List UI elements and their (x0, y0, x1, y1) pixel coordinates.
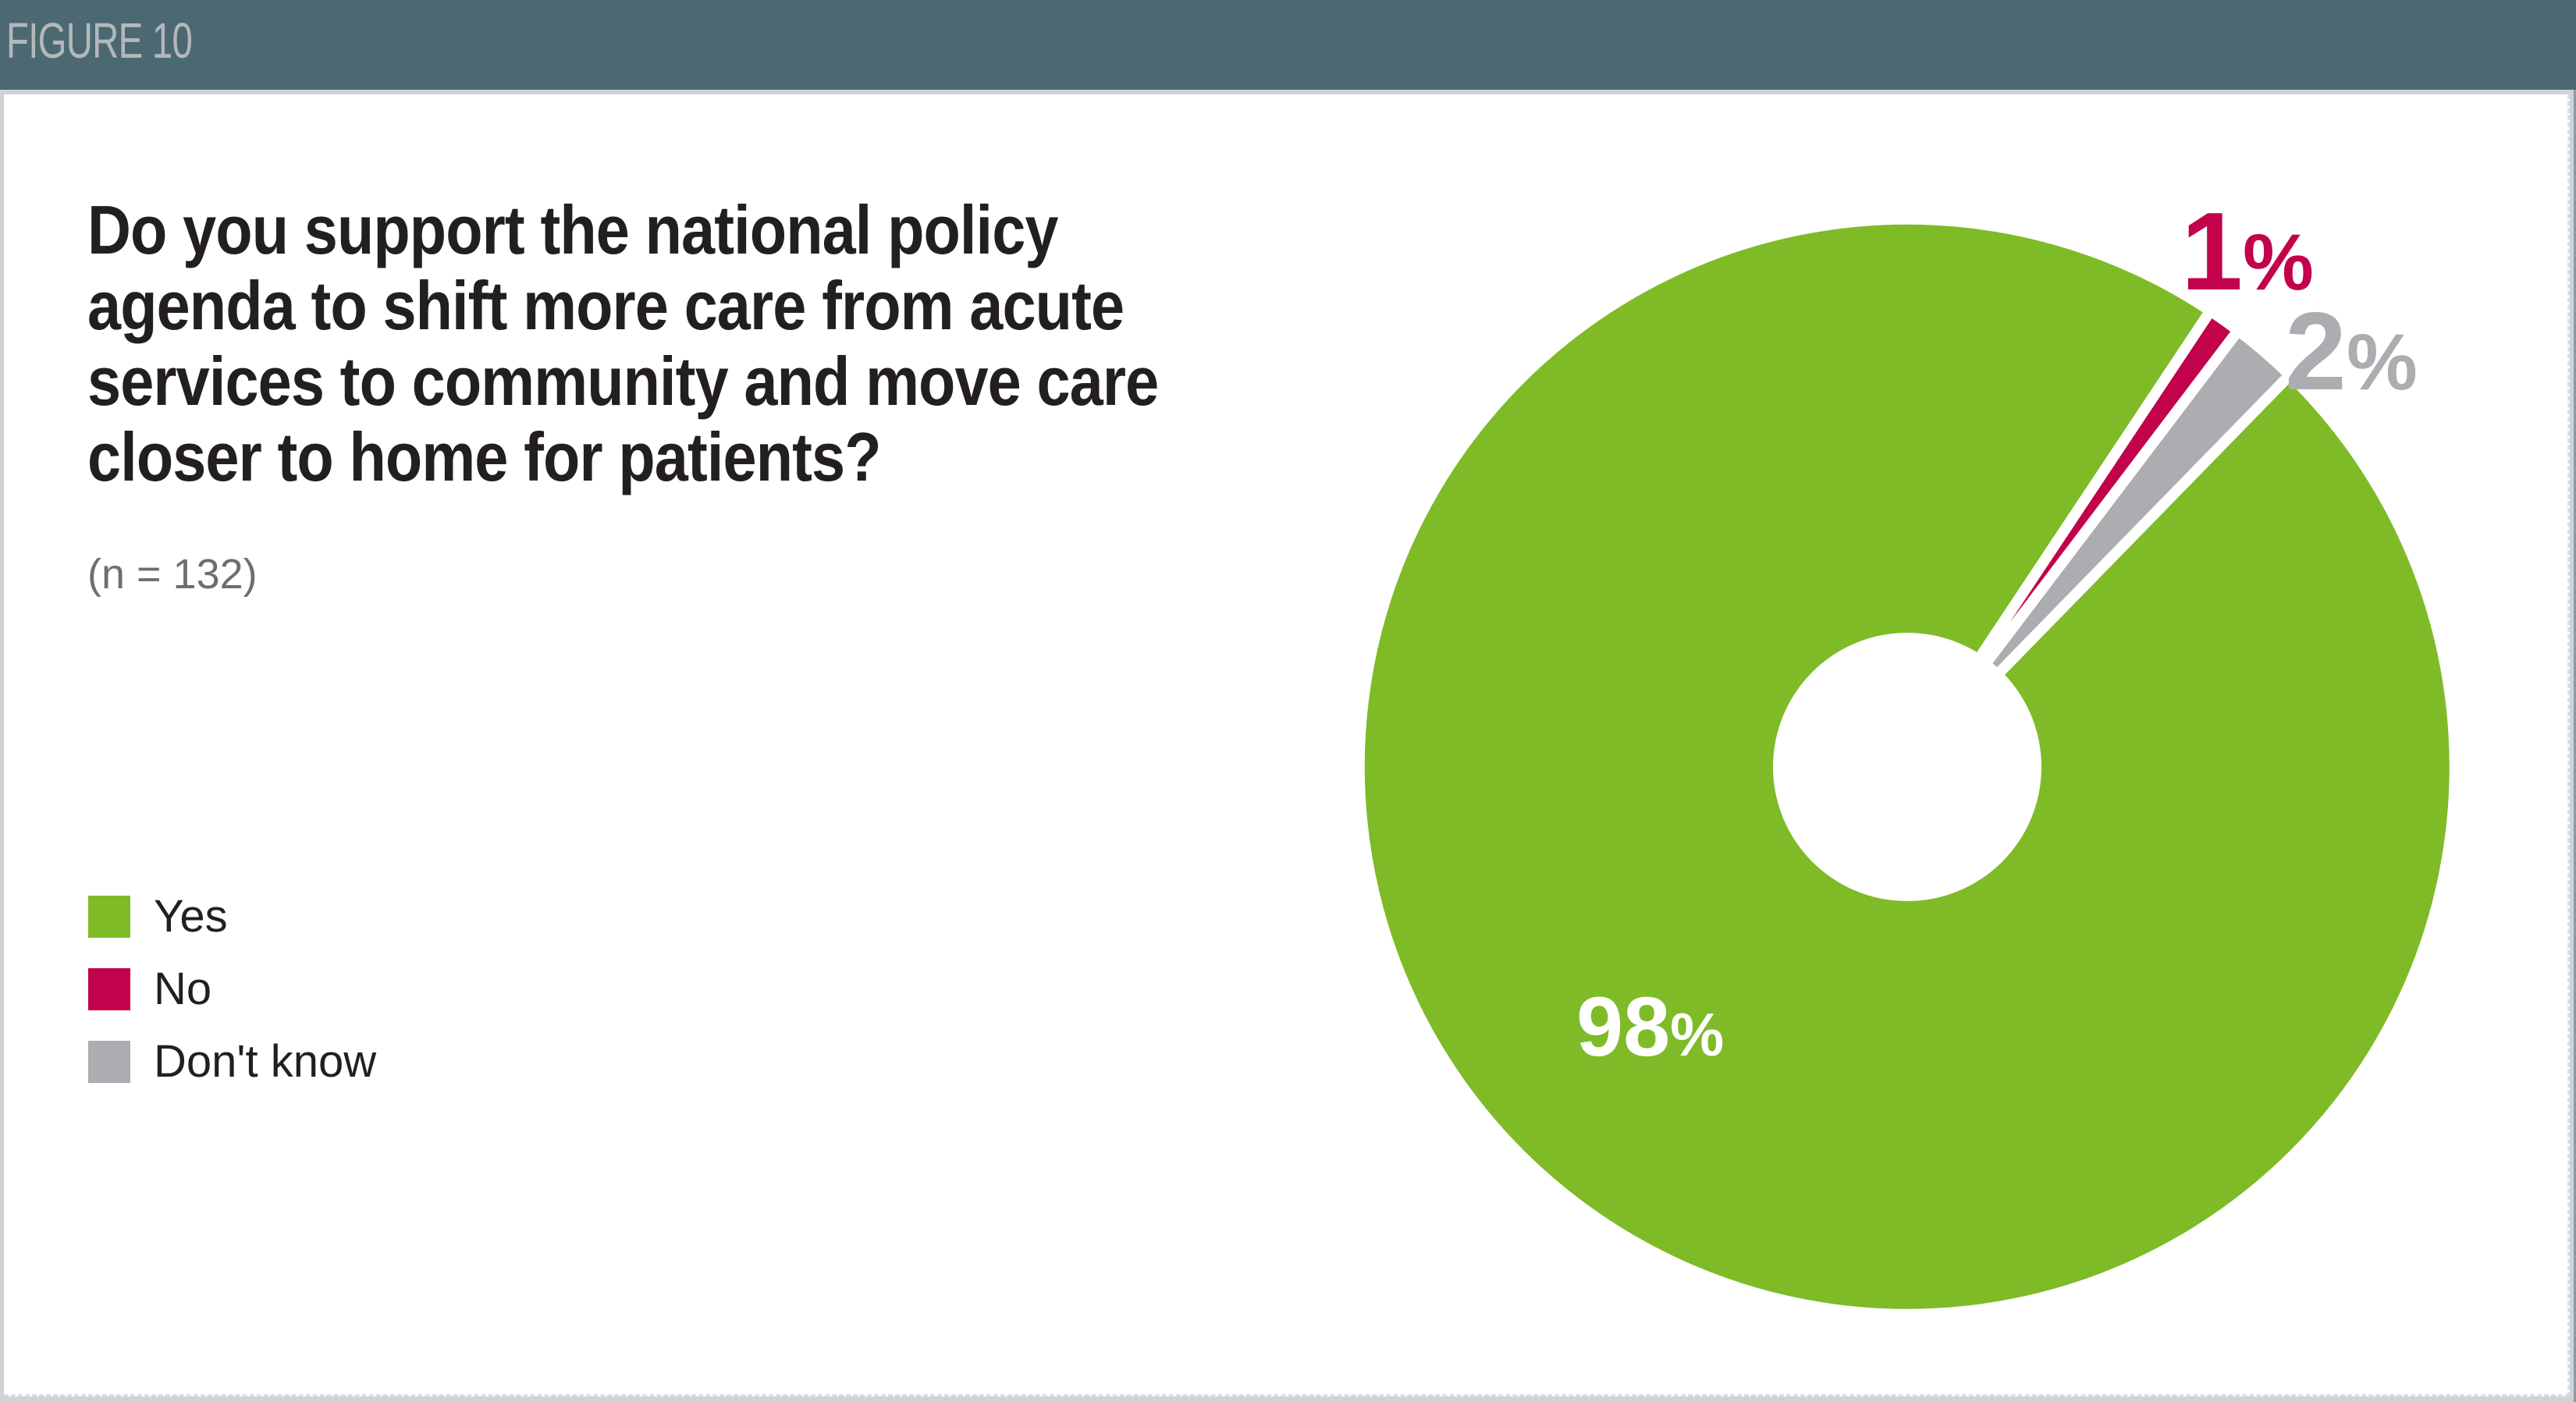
legend-label-no: No (154, 964, 212, 1014)
legend: Yes No Don't know (88, 891, 377, 1113)
pie-slice-don-t-know (1903, 322, 2298, 771)
slice-label-dont-know: 2% (2285, 296, 2418, 407)
slice-value-no: 1 (2181, 190, 2243, 314)
legend-label-dont-know: Don't know (154, 1036, 377, 1087)
legend-swatch-dont-know (88, 1041, 130, 1083)
sample-size-label: (n = 132) (87, 551, 258, 598)
slice-label-yes: 98% (1576, 985, 1724, 1069)
figure-header-bar: FIGURE 10 (0, 0, 2576, 90)
legend-item-dont-know: Don't know (88, 1036, 377, 1087)
legend-item-yes: Yes (88, 891, 376, 942)
page-edge-line (2574, 90, 2576, 1402)
legend-swatch-yes (88, 896, 130, 938)
slice-label-no: 1% (2181, 197, 2314, 307)
percent-sign: % (1670, 1002, 1725, 1069)
legend-item-no: No (88, 964, 376, 1014)
legend-swatch-no (88, 968, 130, 1010)
chart-title: Do you support the national policy agend… (87, 191, 1159, 495)
donut-hole (1773, 633, 2041, 901)
figure-number-label: FIGURE 10 (6, 12, 193, 69)
percent-sign: % (2346, 317, 2418, 406)
pie-chart (1354, 214, 2461, 1320)
slice-value-dont-know: 2 (2285, 289, 2347, 414)
slice-value-yes: 98 (1576, 979, 1671, 1074)
legend-label-yes: Yes (154, 891, 228, 942)
percent-sign: % (2242, 217, 2314, 307)
